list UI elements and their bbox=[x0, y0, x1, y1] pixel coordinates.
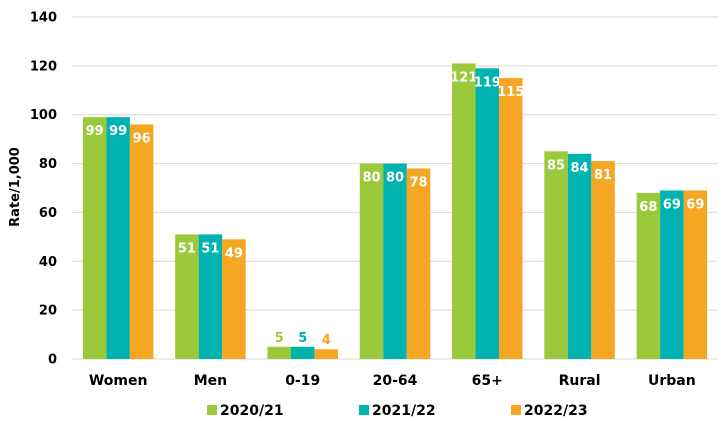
data-label: 80 bbox=[362, 171, 380, 186]
bar bbox=[544, 151, 568, 359]
bar bbox=[359, 163, 384, 359]
data-label: 51 bbox=[201, 241, 219, 256]
legend-label: 2021/22 bbox=[372, 403, 436, 419]
data-label: 84 bbox=[571, 161, 589, 176]
data-label: 119 bbox=[474, 75, 501, 90]
bar bbox=[314, 349, 338, 359]
bar bbox=[636, 192, 661, 359]
data-label: 99 bbox=[109, 124, 127, 139]
legend-swatch bbox=[359, 405, 369, 415]
legend-label: 2022/23 bbox=[524, 403, 588, 419]
bar bbox=[129, 124, 154, 359]
bar bbox=[383, 163, 407, 359]
bar bbox=[222, 239, 246, 359]
y-tick-label: 60 bbox=[39, 206, 57, 221]
y-tick-label: 140 bbox=[30, 11, 57, 26]
bar bbox=[267, 346, 291, 359]
bar bbox=[452, 63, 476, 360]
y-tick-label: 40 bbox=[39, 255, 57, 270]
x-tick-label: Rural bbox=[559, 373, 601, 389]
bar bbox=[567, 153, 592, 359]
bar bbox=[290, 346, 315, 359]
bar bbox=[499, 78, 523, 360]
x-axis-categories: Women Men 0-19 20-64 65+ Rural Urban bbox=[89, 373, 696, 389]
bar bbox=[660, 190, 684, 359]
x-tick-label: 20-64 bbox=[373, 373, 418, 389]
data-label: 68 bbox=[639, 200, 657, 215]
data-label: 85 bbox=[547, 158, 565, 173]
bar bbox=[175, 234, 199, 359]
data-label: 69 bbox=[663, 197, 681, 212]
data-label: 5 bbox=[298, 331, 307, 346]
y-tick-label: 20 bbox=[39, 304, 57, 319]
data-label: 80 bbox=[386, 171, 404, 186]
y-axis-label: Rate/1,000 bbox=[8, 147, 23, 227]
bar bbox=[198, 234, 223, 359]
x-tick-label: Men bbox=[194, 373, 227, 389]
data-label: 81 bbox=[594, 168, 612, 183]
data-label: 99 bbox=[86, 124, 104, 139]
data-label: 69 bbox=[686, 197, 704, 212]
legend-swatch bbox=[207, 405, 217, 415]
x-tick-label: 65+ bbox=[472, 373, 503, 389]
legend: 2020/21 2021/22 2022/23 bbox=[207, 403, 588, 419]
x-tick-label: 0-19 bbox=[285, 373, 320, 389]
bar bbox=[106, 117, 130, 360]
y-tick-label: 80 bbox=[39, 157, 57, 172]
y-axis-ticks: 0 20 40 60 80 100 120 140 bbox=[30, 11, 57, 368]
y-tick-label: 120 bbox=[30, 59, 57, 74]
data-label: 121 bbox=[450, 70, 477, 85]
data-label: 115 bbox=[497, 85, 524, 100]
legend-label: 2020/21 bbox=[220, 403, 284, 419]
legend-swatch bbox=[511, 405, 521, 415]
x-tick-label: Women bbox=[89, 373, 148, 389]
bar bbox=[591, 161, 615, 359]
data-label: 4 bbox=[322, 333, 331, 348]
data-label: 96 bbox=[133, 131, 151, 146]
bar bbox=[406, 168, 431, 359]
data-label: 78 bbox=[409, 175, 427, 190]
bar bbox=[475, 68, 500, 360]
bar bbox=[82, 117, 107, 360]
data-label: 51 bbox=[178, 241, 196, 256]
bar bbox=[683, 190, 708, 359]
x-tick-label: Urban bbox=[648, 373, 696, 389]
y-tick-label: 0 bbox=[48, 353, 57, 368]
data-label: 5 bbox=[275, 331, 284, 346]
y-tick-label: 100 bbox=[30, 108, 57, 123]
data-label: 49 bbox=[225, 246, 243, 261]
